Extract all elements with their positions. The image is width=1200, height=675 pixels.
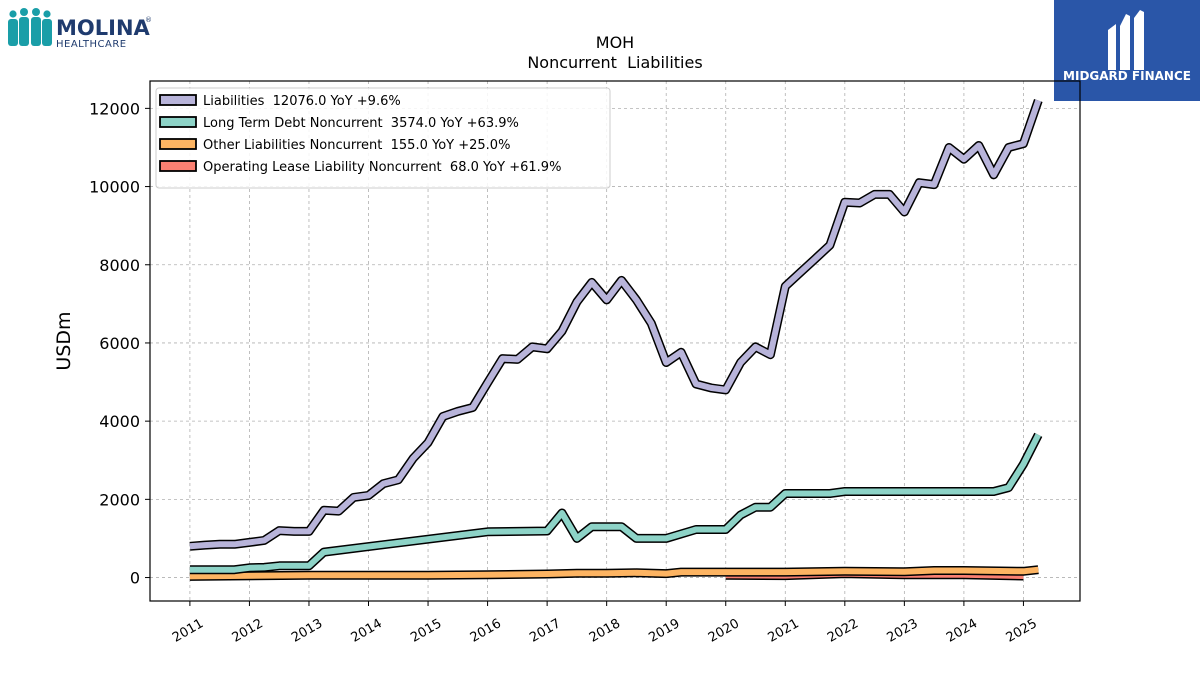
series-outline bbox=[189, 432, 1043, 575]
x-tick-label: 2023 bbox=[885, 616, 921, 646]
molina-logo-name: MOLINA bbox=[56, 16, 151, 40]
legend: Liabilities 12076.0 YoY +9.6% Long Term D… bbox=[155, 87, 611, 189]
x-tick-label: 2021 bbox=[765, 616, 801, 646]
series-lines bbox=[189, 99, 1043, 581]
x-tick-label: 2015 bbox=[408, 616, 444, 646]
series-line bbox=[189, 99, 1042, 550]
legend-item: Other Liabilities Noncurrent 155.0 YoY +… bbox=[159, 138, 510, 153]
midgard-m-icon bbox=[1108, 10, 1144, 70]
legend-item: Long Term Debt Noncurrent 3574.0 YoY +63… bbox=[159, 116, 519, 131]
legend-box bbox=[155, 87, 611, 189]
y-tick-label: 10000 bbox=[89, 178, 140, 197]
series-1 bbox=[189, 432, 1043, 575]
x-tick-label: 2011 bbox=[170, 616, 206, 646]
legend-swatch bbox=[159, 160, 197, 172]
midgard-finance-logo: MIDGARD FINANCE bbox=[1054, 0, 1200, 101]
legend-label: Operating Lease Liability Noncurrent 68.… bbox=[203, 160, 561, 175]
x-tick-label: 2024 bbox=[944, 616, 980, 646]
x-tick-label: 2013 bbox=[289, 616, 325, 646]
x-tick-label: 2017 bbox=[527, 616, 563, 646]
x-tick-label: 2022 bbox=[825, 616, 861, 646]
x-tick-label: 2018 bbox=[587, 616, 623, 646]
legend-label: Long Term Debt Noncurrent 3574.0 YoY +63… bbox=[203, 116, 519, 131]
chart-title: MOH bbox=[596, 33, 634, 52]
y-axis-ticks: 0 2000 4000 6000 8000 10000 12000 bbox=[89, 99, 150, 588]
series-2 bbox=[189, 565, 1039, 581]
x-tick-label: 2016 bbox=[468, 616, 504, 646]
y-axis-label: USDm bbox=[53, 311, 75, 370]
y-tick-label: 12000 bbox=[89, 99, 140, 118]
molina-people-icon bbox=[8, 8, 52, 46]
midgard-logo-name: MIDGARD FINANCE bbox=[1063, 69, 1191, 83]
legend-label: Liabilities 12076.0 YoY +9.6% bbox=[203, 94, 401, 109]
legend-item: Operating Lease Liability Noncurrent 68.… bbox=[159, 160, 561, 175]
y-tick-label: 4000 bbox=[99, 412, 140, 431]
chart-subtitle: Noncurrent Liabilities bbox=[527, 53, 702, 72]
legend-label: Other Liabilities Noncurrent 155.0 YoY +… bbox=[203, 138, 510, 153]
plot-frame bbox=[149, 80, 1081, 602]
x-tick-label: 2012 bbox=[230, 616, 266, 646]
x-tick-label: 2019 bbox=[646, 616, 682, 646]
molina-logo-mark: ® bbox=[145, 16, 152, 24]
x-tick-label: 2014 bbox=[349, 616, 385, 646]
molina-healthcare-logo: MOLINA ® HEALTHCARE bbox=[8, 8, 152, 50]
x-tick-label: 2025 bbox=[1004, 616, 1040, 646]
series-line bbox=[189, 433, 1041, 573]
legend-swatch bbox=[159, 116, 197, 128]
y-tick-label: 0 bbox=[130, 569, 140, 588]
midgard-logo-graphic: MIDGARD FINANCE bbox=[1063, 10, 1191, 83]
legend-swatch bbox=[159, 138, 197, 150]
molina-logo-sub: HEALTHCARE bbox=[56, 39, 127, 50]
legend-item: Liabilities 12076.0 YoY +9.6% bbox=[159, 94, 401, 109]
x-axis-ticks: 2011 2012 2013 2014 2015 2016 2017 2018 2019 2020… bbox=[170, 601, 1040, 646]
series-line bbox=[189, 566, 1039, 580]
y-tick-label: 2000 bbox=[99, 490, 140, 509]
series-0 bbox=[189, 99, 1043, 551]
x-tick-label: 2020 bbox=[706, 616, 742, 646]
legend-swatch bbox=[159, 94, 197, 106]
y-tick-label: 6000 bbox=[99, 334, 140, 353]
y-tick-label: 8000 bbox=[99, 256, 140, 275]
